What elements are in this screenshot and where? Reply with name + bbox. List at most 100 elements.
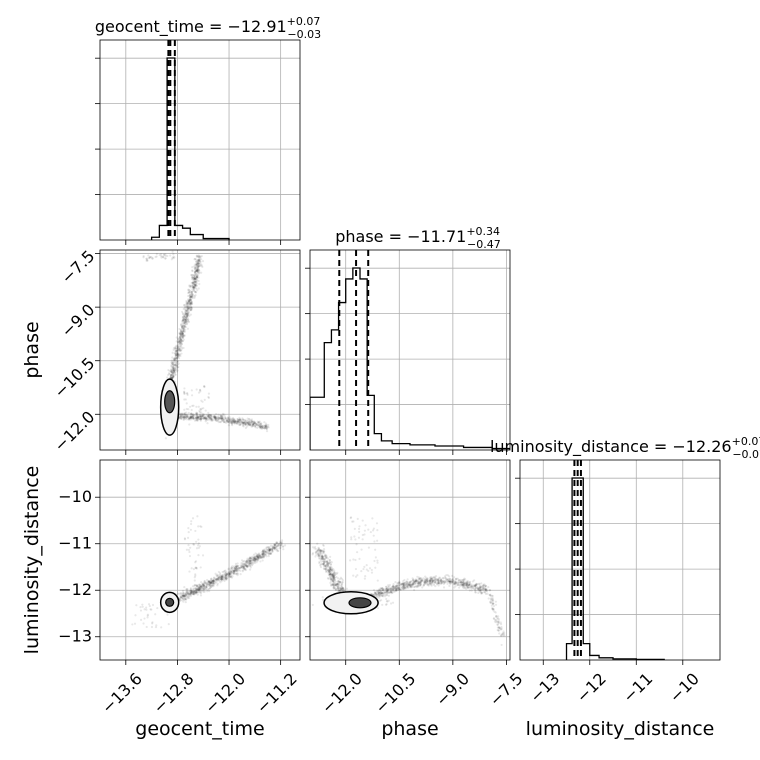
- sample-point: [403, 584, 406, 587]
- sample-point: [276, 543, 279, 546]
- sample-point: [234, 420, 237, 423]
- sample-point: [392, 582, 395, 586]
- panel-content: [520, 460, 720, 660]
- sample-point: [425, 580, 428, 583]
- sample-point: [175, 357, 179, 360]
- sample-point: [466, 582, 469, 585]
- sample-point: [206, 418, 209, 421]
- sample-point: [478, 588, 481, 592]
- sample-point: [181, 333, 184, 336]
- sample-point: [182, 334, 185, 337]
- sample-point: [160, 256, 163, 259]
- sample-point: [187, 299, 190, 302]
- sample-point: [194, 418, 198, 421]
- sample-point: [173, 369, 176, 372]
- sample-point: [460, 583, 463, 586]
- sample-point: [227, 575, 231, 578]
- sample-point: [181, 315, 184, 319]
- sample-point: [177, 354, 181, 357]
- sample-point: [191, 592, 195, 595]
- sample-point: [209, 419, 212, 422]
- sample-point: [193, 270, 197, 274]
- sample-point: [176, 346, 180, 349]
- sample-point: [250, 418, 254, 421]
- sample-point: [212, 580, 215, 583]
- sample-point: [253, 557, 257, 561]
- sample-point: [190, 306, 193, 309]
- sample-point: [179, 336, 182, 340]
- sample-point: [191, 286, 195, 289]
- sample-point: [233, 420, 236, 423]
- sample-point: [341, 587, 344, 590]
- sample-point: [199, 418, 202, 421]
- sample-point: [251, 422, 254, 426]
- sample-point: [250, 561, 253, 565]
- sample-point: [266, 425, 269, 429]
- sample-point: [418, 578, 421, 581]
- sample-point: [416, 579, 420, 583]
- sample-point: [198, 417, 201, 420]
- sample-point: [254, 555, 257, 558]
- sample-point: [436, 578, 440, 581]
- sample-point: [232, 566, 235, 569]
- sample-point: [240, 564, 243, 567]
- sample-point: [181, 594, 184, 597]
- sample-point: [468, 589, 471, 592]
- sample-point: [200, 585, 203, 588]
- sample-point: [257, 556, 260, 559]
- sample-point: [170, 373, 173, 377]
- sample-point: [198, 414, 201, 417]
- sample-point: [193, 576, 196, 579]
- sample-point: [198, 256, 201, 259]
- sample-point: [250, 420, 253, 423]
- sample-point: [208, 579, 211, 583]
- sample-point: [213, 576, 216, 579]
- sample-point: [196, 268, 199, 271]
- sample-point: [260, 551, 263, 554]
- sample-point: [398, 580, 401, 583]
- sample-point: [224, 571, 227, 575]
- sample-point: [200, 525, 203, 528]
- sample-point: [180, 599, 184, 602]
- sample-point: [181, 416, 184, 419]
- sample-point: [197, 587, 200, 590]
- sample-point: [473, 585, 476, 588]
- sample-point: [252, 558, 256, 561]
- sample-point: [265, 427, 268, 430]
- sample-point: [253, 420, 256, 423]
- sample-point: [259, 556, 262, 559]
- sample-point: [193, 419, 197, 422]
- sample-point: [345, 587, 348, 590]
- sample-point: [192, 278, 195, 282]
- sample-point: [182, 600, 185, 603]
- sample-point: [198, 586, 202, 589]
- sample-point: [216, 584, 219, 587]
- sample-point: [219, 416, 222, 420]
- sample-point: [397, 582, 400, 585]
- sample-point: [216, 420, 219, 423]
- sample-point: [187, 312, 190, 315]
- sample-point: [162, 255, 165, 259]
- sample-point: [262, 426, 265, 430]
- sample-point: [214, 416, 217, 419]
- sample-point: [387, 591, 391, 594]
- sample-point: [264, 422, 268, 425]
- sample-point: [177, 357, 181, 360]
- sample-point: [233, 419, 236, 422]
- sample-point: [178, 346, 182, 349]
- sample-point: [198, 272, 201, 275]
- sample-point: [266, 549, 269, 552]
- sample-point: [175, 354, 178, 357]
- sample-point: [201, 589, 204, 592]
- sample-point: [459, 579, 462, 582]
- sample-point: [188, 415, 192, 418]
- sample-point: [379, 592, 382, 595]
- sample-point: [256, 558, 259, 562]
- sample-point: [224, 577, 227, 580]
- sample-point: [259, 556, 262, 560]
- sample-point: [170, 368, 173, 371]
- sample-point: [238, 423, 241, 427]
- sample-point: [170, 361, 173, 364]
- sample-point: [210, 580, 213, 583]
- sample-point: [445, 573, 448, 577]
